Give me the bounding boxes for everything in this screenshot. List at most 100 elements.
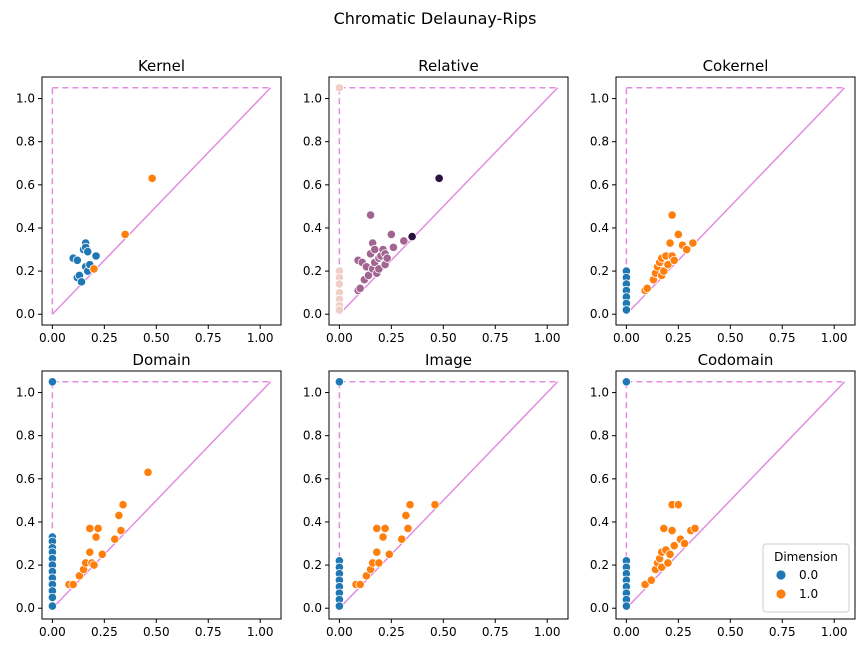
data-point [621, 601, 631, 611]
axes-frame [328, 370, 569, 620]
y-tick-label: 0.4 [16, 221, 35, 235]
panel-domain: Domain 0.00 0.25 0.50 0.75 1.00 0.0 0.2 0.4 0.6 0.… [16, 351, 282, 639]
data-point [89, 560, 99, 570]
x-tick-label: 0.00 [39, 331, 66, 345]
y-tick-label: 1.0 [303, 92, 322, 106]
data-point [667, 525, 677, 536]
x-tick-label: 0.75 [769, 331, 796, 345]
x-tick-label: 0.00 [326, 625, 353, 639]
data-point [378, 532, 388, 542]
data-point [72, 255, 82, 265]
data-point [673, 500, 683, 510]
data-point [97, 549, 107, 559]
data-point [659, 523, 669, 534]
x-tick-label: 0.75 [769, 625, 796, 639]
y-tick-label: 0.8 [590, 429, 609, 443]
legend-marker [775, 588, 787, 600]
y-tick-label: 0.8 [303, 135, 322, 149]
diagonal-line [51, 381, 272, 609]
data-point [679, 538, 690, 549]
panels: Kernel 0.00 0.25 0.50 0.75 1.00 0.0 0.2 0.4 0.6 0.… [16, 57, 856, 639]
x-tick-label: 0.50 [717, 331, 744, 345]
x-tick-label: 0.50 [143, 331, 170, 345]
y-tick-label: 0.6 [303, 178, 322, 192]
data-point [669, 255, 679, 265]
data-point [386, 229, 396, 240]
data-point [372, 547, 382, 557]
data-point [47, 601, 57, 611]
x-tick-label: 1.00 [247, 331, 274, 345]
y-tick-label: 1.0 [590, 92, 609, 106]
y-tick-label: 0.6 [303, 472, 322, 486]
data-point [621, 377, 631, 387]
data-point [388, 242, 399, 252]
y-tick-label: 0.8 [303, 429, 322, 443]
data-point [380, 523, 390, 534]
panel-title-relative: Relative [418, 57, 479, 75]
data-point [334, 377, 344, 387]
data-point [68, 579, 78, 590]
x-tick-label: 0.00 [613, 625, 640, 639]
data-point [361, 571, 372, 581]
data-point [76, 277, 87, 287]
y-tick-label: 0.2 [16, 264, 35, 278]
data-point [665, 549, 675, 559]
y-tick-label: 0.8 [16, 429, 35, 443]
x-tick-label: 0.75 [195, 331, 222, 345]
legend-label: 1.0 [799, 587, 818, 601]
x-tick-label: 1.00 [534, 331, 561, 345]
panel-cokernel: Cokernel 0.00 0.25 0.50 0.75 1.00 0.0 0.2 0.4 0.6… [590, 57, 856, 345]
legend-title: Dimension [774, 550, 838, 564]
y-tick-label: 0.4 [16, 515, 35, 529]
data-point [663, 260, 673, 270]
data-point [85, 523, 95, 534]
y-tick-label: 0.0 [16, 307, 35, 321]
figure-title: Chromatic Delaunay-Rips [334, 9, 537, 28]
y-tick-label: 1.0 [16, 386, 35, 400]
panel-title-cokernel: Cokernel [703, 57, 769, 75]
y-tick-label: 0.2 [16, 558, 35, 572]
panel-title-kernel: Kernel [138, 57, 185, 75]
panel-title-codomain: Codomain [698, 351, 774, 369]
x-tick-label: 0.50 [430, 625, 457, 639]
data-point [690, 523, 700, 534]
y-tick-label: 0.4 [303, 515, 322, 529]
data-point [334, 601, 344, 611]
data-point [646, 575, 656, 585]
panel-image: Image 0.00 0.25 0.50 0.75 1.00 0.0 0.2 0.4 0.6 0.8… [303, 351, 569, 639]
y-tick-label: 0.0 [303, 601, 322, 615]
y-tick-label: 0.2 [590, 264, 609, 278]
y-tick-label: 1.0 [590, 386, 609, 400]
x-tick-label: 1.00 [247, 625, 274, 639]
panel-title-image: Image [425, 351, 472, 369]
data-point [374, 264, 384, 274]
x-tick-label: 0.75 [482, 625, 509, 639]
data-point [363, 270, 374, 280]
y-tick-label: 0.6 [590, 178, 609, 192]
data-point [47, 592, 57, 603]
data-point [47, 377, 57, 387]
x-tick-label: 0.25 [91, 331, 118, 345]
legend-marker [775, 569, 787, 581]
legend: Dimension 0.0 1.0 [762, 543, 850, 613]
data-point [682, 244, 692, 255]
data-point [657, 562, 667, 572]
x-tick-label: 0.50 [430, 331, 457, 345]
x-tick-label: 0.25 [665, 331, 692, 345]
y-tick-label: 0.0 [303, 307, 322, 321]
data-point [665, 238, 675, 248]
data-point [365, 210, 376, 220]
x-tick-label: 1.00 [821, 331, 848, 345]
y-tick-label: 0.2 [303, 264, 322, 278]
data-point [667, 210, 677, 220]
y-tick-label: 0.6 [16, 472, 35, 486]
x-tick-label: 0.50 [717, 625, 744, 639]
data-point [114, 510, 124, 521]
panel-kernel: Kernel 0.00 0.25 0.50 0.75 1.00 0.0 0.2 0.4 0.6 0.… [16, 57, 282, 345]
data-point [407, 231, 417, 242]
x-tick-label: 0.75 [195, 625, 222, 639]
data-point [642, 283, 652, 293]
x-tick-label: 1.00 [821, 625, 848, 639]
data-point [116, 525, 126, 536]
